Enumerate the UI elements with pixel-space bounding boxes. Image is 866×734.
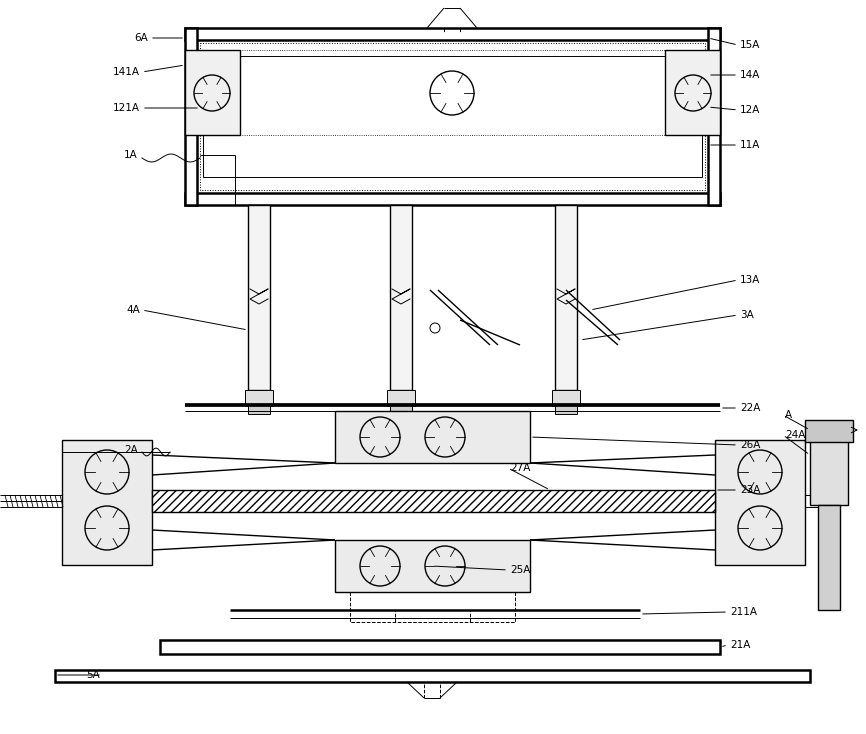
Bar (552, 390, 580, 406)
Bar (708, 28, 720, 205)
Bar (390, 404, 412, 414)
Bar (152, 490, 715, 512)
Bar (387, 390, 415, 406)
Text: 14A: 14A (740, 70, 760, 80)
Text: 2A: 2A (124, 445, 138, 455)
Bar (555, 404, 577, 414)
Text: 4A: 4A (126, 305, 140, 315)
Bar (185, 50, 240, 135)
Text: 21A: 21A (730, 640, 750, 650)
Text: 3A: 3A (740, 310, 753, 320)
Bar (185, 28, 720, 40)
Bar (248, 205, 270, 390)
Text: 26A: 26A (740, 440, 760, 450)
Text: 1A: 1A (124, 150, 138, 160)
Bar (818, 505, 840, 610)
Text: 13A: 13A (740, 275, 760, 285)
Text: 23A: 23A (740, 485, 760, 495)
Text: 121A: 121A (113, 103, 140, 113)
Text: 22A: 22A (740, 403, 760, 413)
Text: 6A: 6A (134, 33, 148, 43)
Bar (335, 540, 530, 592)
Bar (248, 404, 270, 414)
Bar (200, 43, 705, 190)
Bar (390, 205, 412, 390)
Bar (185, 193, 720, 205)
Text: 211A: 211A (730, 607, 757, 617)
Text: 5A: 5A (87, 670, 100, 680)
Text: 11A: 11A (740, 140, 760, 150)
Text: 27A: 27A (510, 463, 530, 473)
Text: 24A: 24A (785, 430, 805, 440)
Bar (245, 390, 273, 406)
Text: A: A (785, 410, 792, 420)
Bar (555, 205, 577, 390)
Text: 141A: 141A (113, 67, 140, 77)
Bar (810, 440, 848, 505)
Text: 25A: 25A (510, 565, 530, 575)
Bar (715, 440, 805, 565)
Text: 12A: 12A (740, 105, 760, 115)
Bar (203, 56, 702, 177)
Bar (55, 670, 810, 682)
Bar (335, 411, 530, 463)
Bar (160, 640, 720, 654)
Bar (805, 420, 853, 442)
Bar (185, 28, 197, 205)
Bar (62, 440, 152, 565)
Bar (665, 50, 720, 135)
Text: 15A: 15A (740, 40, 760, 50)
Bar (350, 592, 515, 622)
